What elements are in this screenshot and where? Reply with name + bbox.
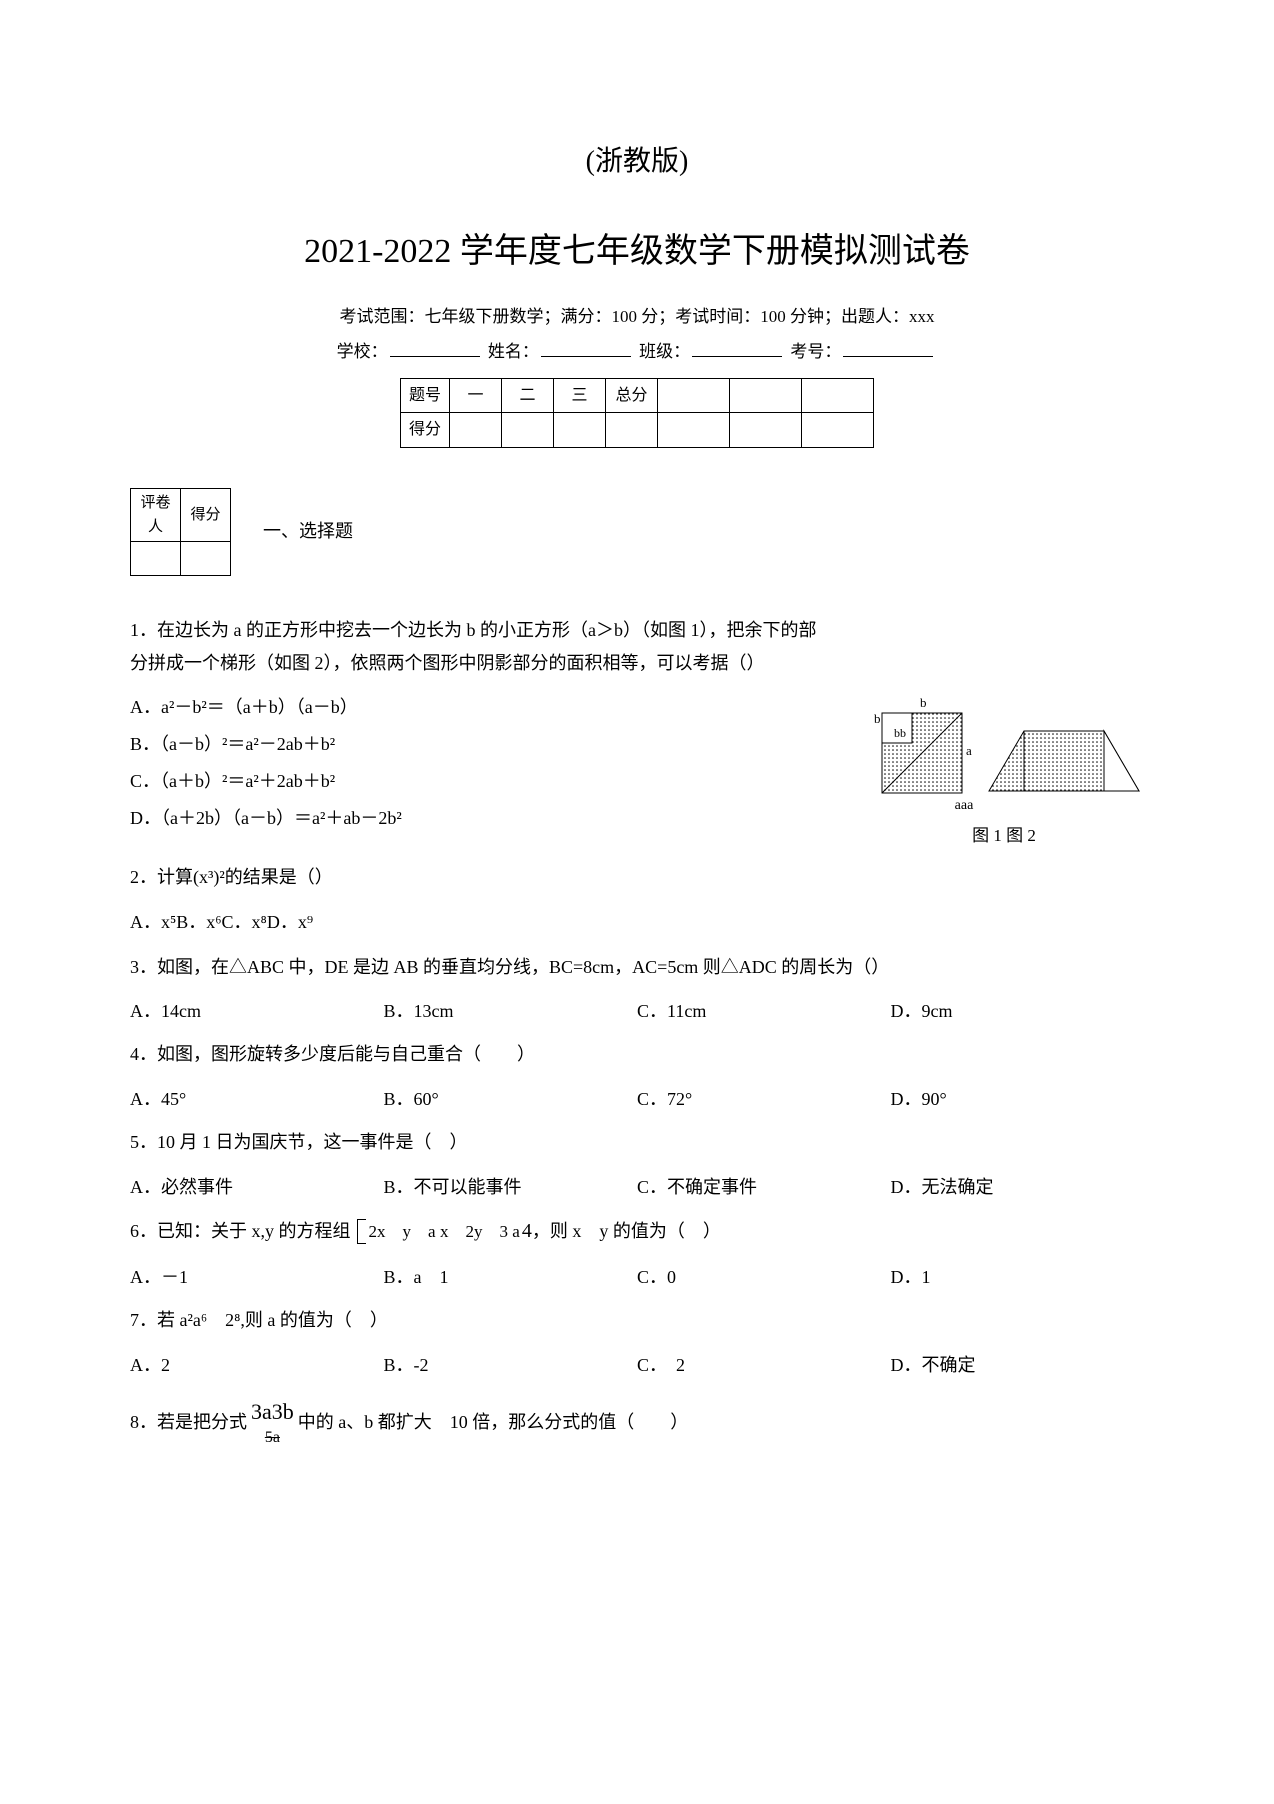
fill-line: 学校： 姓名： 班级： 考号： xyxy=(130,338,1144,365)
q5-D: D．无法确定 xyxy=(891,1173,1145,1202)
id-label: 考号： xyxy=(790,342,841,361)
q5-C: C．不确定事件 xyxy=(637,1173,891,1202)
score-blank-3 xyxy=(802,378,874,413)
q4-stem: 4．如图，图形旋转多少度后能与自己重合（ ） xyxy=(130,1040,1144,1069)
q6-eq1: 2x y a xyxy=(369,1222,436,1241)
q4-C: C．72° xyxy=(637,1085,891,1114)
q1-B: B．（a－b）²＝a²－2ab＋b² xyxy=(130,730,824,759)
q2-opts: A．x⁵B．x⁶C．x⁸D．x⁹ xyxy=(130,908,1144,937)
score-h-total: 总分 xyxy=(606,378,658,413)
q3-A: A．14cm xyxy=(130,997,384,1026)
q4-B: B．60° xyxy=(384,1085,638,1114)
q5-stem: 5．10 月 1 日为国庆节，这一事件是（ ） xyxy=(130,1128,1144,1157)
q1-A: A．a²－b²＝（a＋b）（a－b） xyxy=(130,693,824,722)
q7-A: A．2 xyxy=(130,1351,384,1380)
q1-C: C．（a＋b）²＝a²＋2ab＋b² xyxy=(130,767,824,796)
q1-figcap: 图 1 图 2 xyxy=(864,822,1144,849)
q8-den: 5a xyxy=(265,1425,280,1451)
grader-h2: 得分 xyxy=(181,488,231,541)
q3-options: A．14cm B．13cm C．11cm D．9cm xyxy=(130,997,1144,1026)
q1-stem2: 分拼成一个梯形（如图 2），依照两个图形中阴影部分的面积相等，可以考据（） xyxy=(130,649,1144,678)
q1-options: A．a²－b²＝（a＋b）（a－b） B．（a－b）²＝a²－2ab＋b² C．… xyxy=(130,693,824,840)
name-blank xyxy=(541,356,631,357)
q8-stem: 8．若是把分式 3a3b 5a 中的 a、b 都扩大 10 倍，那么分式的值（ … xyxy=(130,1394,1144,1451)
grader-b1 xyxy=(131,541,181,575)
fig1-b-left: b xyxy=(874,711,881,726)
score-r2-5 xyxy=(658,413,730,448)
figure-2-icon xyxy=(984,713,1144,803)
school-label: 学校： xyxy=(337,342,388,361)
q3-stem: 3．如图，在△ABC 中，DE 是边 AB 的垂直均分线，BC=8cm，AC=5… xyxy=(130,953,1144,982)
score-r2-2 xyxy=(502,413,554,448)
score-h-num: 题号 xyxy=(400,378,449,413)
q1-stem1: 1．在边长为 a 的正方形中挖去一个边长为 b 的小正方形（a＞b）（如图 1）… xyxy=(130,616,1144,645)
main-title: 2021-2022 学年度七年级数学下册模拟测试卷 xyxy=(130,225,1144,279)
q4-options: A．45° B．60° C．72° D．90° xyxy=(130,1085,1144,1114)
score-table: 题号 一 二 三 总分 得分 xyxy=(400,378,874,448)
q6-four: 4 xyxy=(522,1215,532,1247)
q3-C: C．11cm xyxy=(637,997,891,1026)
score-blank-2 xyxy=(730,378,802,413)
score-r2-1 xyxy=(450,413,502,448)
score-h-2: 二 xyxy=(502,378,554,413)
q3-D: D．9cm xyxy=(891,997,1145,1026)
edition-label: (浙教版) xyxy=(130,140,1144,185)
id-blank xyxy=(843,356,933,357)
q5-B: B．不可以能事件 xyxy=(384,1173,638,1202)
q6-C: C．0 xyxy=(637,1263,891,1292)
q3-B: B．13cm xyxy=(384,997,638,1026)
q7-C: C． 2 xyxy=(637,1351,891,1380)
fig1-bb: bb xyxy=(894,726,906,740)
grader-h1: 评卷人 xyxy=(131,488,181,541)
exam-info: 考试范围：七年级下册数学；满分：100 分；考试时间：100 分钟；出题人：xx… xyxy=(130,303,1144,330)
score-blank-1 xyxy=(658,378,730,413)
name-label: 姓名： xyxy=(488,342,539,361)
q7-stem: 7．若 a²a⁶ 2⁸,则 a 的值为（ ） xyxy=(130,1306,1144,1335)
q6-pre: 6．已知：关于 x,y 的方程组 xyxy=(130,1217,351,1246)
score-r2-7 xyxy=(802,413,874,448)
score-h-1: 一 xyxy=(450,378,502,413)
score-r2-6 xyxy=(730,413,802,448)
class-label: 班级： xyxy=(639,342,690,361)
q6-stem: 6．已知：关于 x,y 的方程组 2x y a x 2y 3 a 4 ，则 x … xyxy=(130,1215,1144,1247)
q1-D: D．（a＋2b）（a－b）＝a²＋ab－2b² xyxy=(130,804,824,833)
grader-table: 评卷人得分 xyxy=(130,488,231,576)
q8-num: 3a3b xyxy=(251,1394,294,1429)
score-h-3: 三 xyxy=(554,378,606,413)
score-r2-4 xyxy=(606,413,658,448)
q6-eqgroup: 2x y a x 2y 3 a xyxy=(357,1217,520,1246)
q2-stem: 2．计算(x³)²的结果是（） xyxy=(130,863,1144,892)
q5-A: A．必然事件 xyxy=(130,1173,384,1202)
fig1-b-top: b xyxy=(920,695,927,710)
school-blank xyxy=(390,356,480,357)
q6-B: B．a 1 xyxy=(384,1263,638,1292)
class-blank xyxy=(692,356,782,357)
figure-1-icon: b b bb a xyxy=(864,693,974,803)
q6-eq2: x 2y 3 a xyxy=(440,1222,520,1241)
q6-D: D．1 xyxy=(891,1263,1145,1292)
q8-pre: 8．若是把分式 xyxy=(130,1408,247,1437)
q7-D: D．不确定 xyxy=(891,1351,1145,1380)
q6-post: ，则 x y 的值为（ ） xyxy=(532,1217,721,1246)
q7-options: A．2 B．-2 C． 2 D．不确定 xyxy=(130,1351,1144,1380)
q7-B: B．-2 xyxy=(384,1351,638,1380)
score-r2-label: 得分 xyxy=(400,413,449,448)
q1-figures: b b bb a aaa 图 1 图 2 xyxy=(864,693,1144,849)
q4-D: D．90° xyxy=(891,1085,1145,1114)
grader-b2 xyxy=(181,541,231,575)
score-r2-3 xyxy=(554,413,606,448)
q4-A: A．45° xyxy=(130,1085,384,1114)
q6-options: A．－1 B．a 1 C．0 D．1 xyxy=(130,1263,1144,1292)
q6-A: A．－1 xyxy=(130,1263,384,1292)
fig1-a: a xyxy=(966,743,972,758)
q8-post: 中的 a、b 都扩大 10 倍，那么分式的值（ ） xyxy=(298,1408,689,1437)
section-1-label: 一、选择题 xyxy=(263,517,353,546)
q5-options: A．必然事件 B．不可以能事件 C．不确定事件 D．无法确定 xyxy=(130,1173,1144,1202)
